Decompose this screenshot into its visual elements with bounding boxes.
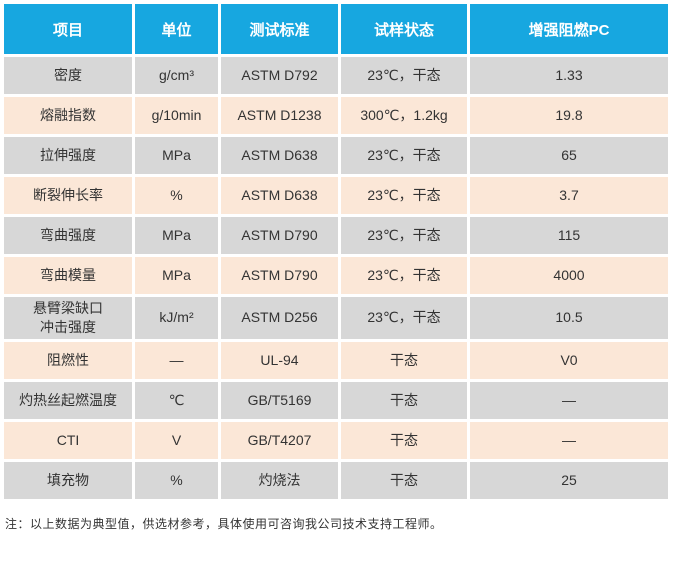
cell-value: 25 [470,461,668,499]
cell-standard: UL-94 [221,341,338,379]
cell-standard: ASTM D1238 [221,97,338,134]
table-row: 熔融指数 g/10min ASTM D1238 300℃，1.2kg 19.8 [4,97,668,134]
table-row: 灼热丝起燃温度 ℃ GB/T5169 干态 — [4,381,668,419]
cell-item: 熔融指数 [4,97,132,134]
cell-item: 填充物 [4,461,132,499]
datasheet-page: 项目 单位 测试标准 试样状态 增强阻燃PC 密度 g/cm³ ASTM D792 2… [1,1,671,531]
cell-value: 1.33 [470,57,668,94]
table-row: 填充物% 灼烧法 干态 25 [4,461,668,499]
table-row: 断裂伸长率% ASTM D638 23℃，干态 3.7 [4,177,668,214]
cell-unit: g/cm³ [135,57,218,94]
cell-condition: 23℃，干态 [341,217,467,254]
cell-condition: 23℃，干态 [341,297,467,339]
cell-value: 115 [470,217,668,254]
cell-item: 弯曲强度 [4,217,132,254]
cell-unit: MPa [135,137,218,174]
cell-standard: ASTM D790 [221,217,338,254]
cell-item: 阻燃性 [4,341,132,379]
table-row: 阻燃性 — UL-94 干态 V0 [4,341,668,379]
table-row: 悬臂梁缺口 冲击强度 kJ/m² ASTM D256 23℃，干态 10.5 [4,297,668,339]
table-row: 弯曲强度 MPa ASTM D790 23℃，干态 115 [4,217,668,254]
cell-condition: 干态 [341,461,467,499]
cell-unit: MPa [135,217,218,254]
cell-value: — [470,381,668,419]
cell-condition: 23℃，干态 [341,137,467,174]
cell-value: 19.8 [470,97,668,134]
cell-unit: — [135,341,218,379]
cell-value: — [470,421,668,459]
footnote: 注：以上数据为典型值，供选材参考，具体使用可咨询我公司技术支持工程师。 [5,516,443,531]
cell-condition: 干态 [341,421,467,459]
cell-value: 3.7 [470,177,668,214]
cell-item: CTI [4,421,132,459]
cell-standard: GB/T4207 [221,421,338,459]
cell-item: 拉伸强度 [4,137,132,174]
col-header-condition: 试样状态 [341,4,467,54]
cell-unit: kJ/m² [135,297,218,339]
cell-standard: 灼烧法 [221,461,338,499]
cell-item: 断裂伸长率 [4,177,132,214]
cell-condition: 300℃，1.2kg [341,97,467,134]
cell-standard: GB/T5169 [221,381,338,419]
cell-unit: g/10min [135,97,218,134]
col-header-material: 增强阻燃PC [470,4,668,54]
cell-value: 65 [470,137,668,174]
cell-value: V0 [470,341,668,379]
properties-table: 项目 单位 测试标准 试样状态 增强阻燃PC 密度 g/cm³ ASTM D792 2… [1,1,671,502]
cell-item: 弯曲模量 [4,257,132,294]
table-row: 弯曲模量 MPa ASTM D790 23℃，干态 4000 [4,257,668,294]
cell-condition: 干态 [341,381,467,419]
table-row: 拉伸强度 MPa ASTM D638 23℃，干态 65 [4,137,668,174]
cell-standard: ASTM D638 [221,137,338,174]
cell-value: 4000 [470,257,668,294]
cell-item: 悬臂梁缺口 冲击强度 [4,297,132,339]
cell-standard: ASTM D256 [221,297,338,339]
header-row: 项目 单位 测试标准 试样状态 增强阻燃PC [4,4,668,54]
cell-condition: 23℃，干态 [341,257,467,294]
cell-condition: 23℃，干态 [341,177,467,214]
cell-unit: % [135,177,218,214]
cell-standard: ASTM D792 [221,57,338,94]
col-header-standard: 测试标准 [221,4,338,54]
cell-item: 灼热丝起燃温度 [4,381,132,419]
cell-unit: ℃ [135,381,218,419]
table-row: CTI V GB/T4207 干态 — [4,421,668,459]
cell-condition: 干态 [341,341,467,379]
cell-unit: MPa [135,257,218,294]
cell-standard: ASTM D790 [221,257,338,294]
table-body: 密度 g/cm³ ASTM D792 23℃，干态 1.33 熔融指数 g/10min AST… [4,57,668,499]
cell-unit: % [135,461,218,499]
col-header-item: 项目 [4,4,132,54]
cell-value: 10.5 [470,297,668,339]
cell-item: 密度 [4,57,132,94]
cell-unit: V [135,421,218,459]
cell-standard: ASTM D638 [221,177,338,214]
col-header-unit: 单位 [135,4,218,54]
table-row: 密度 g/cm³ ASTM D792 23℃，干态 1.33 [4,57,668,94]
cell-condition: 23℃，干态 [341,57,467,94]
